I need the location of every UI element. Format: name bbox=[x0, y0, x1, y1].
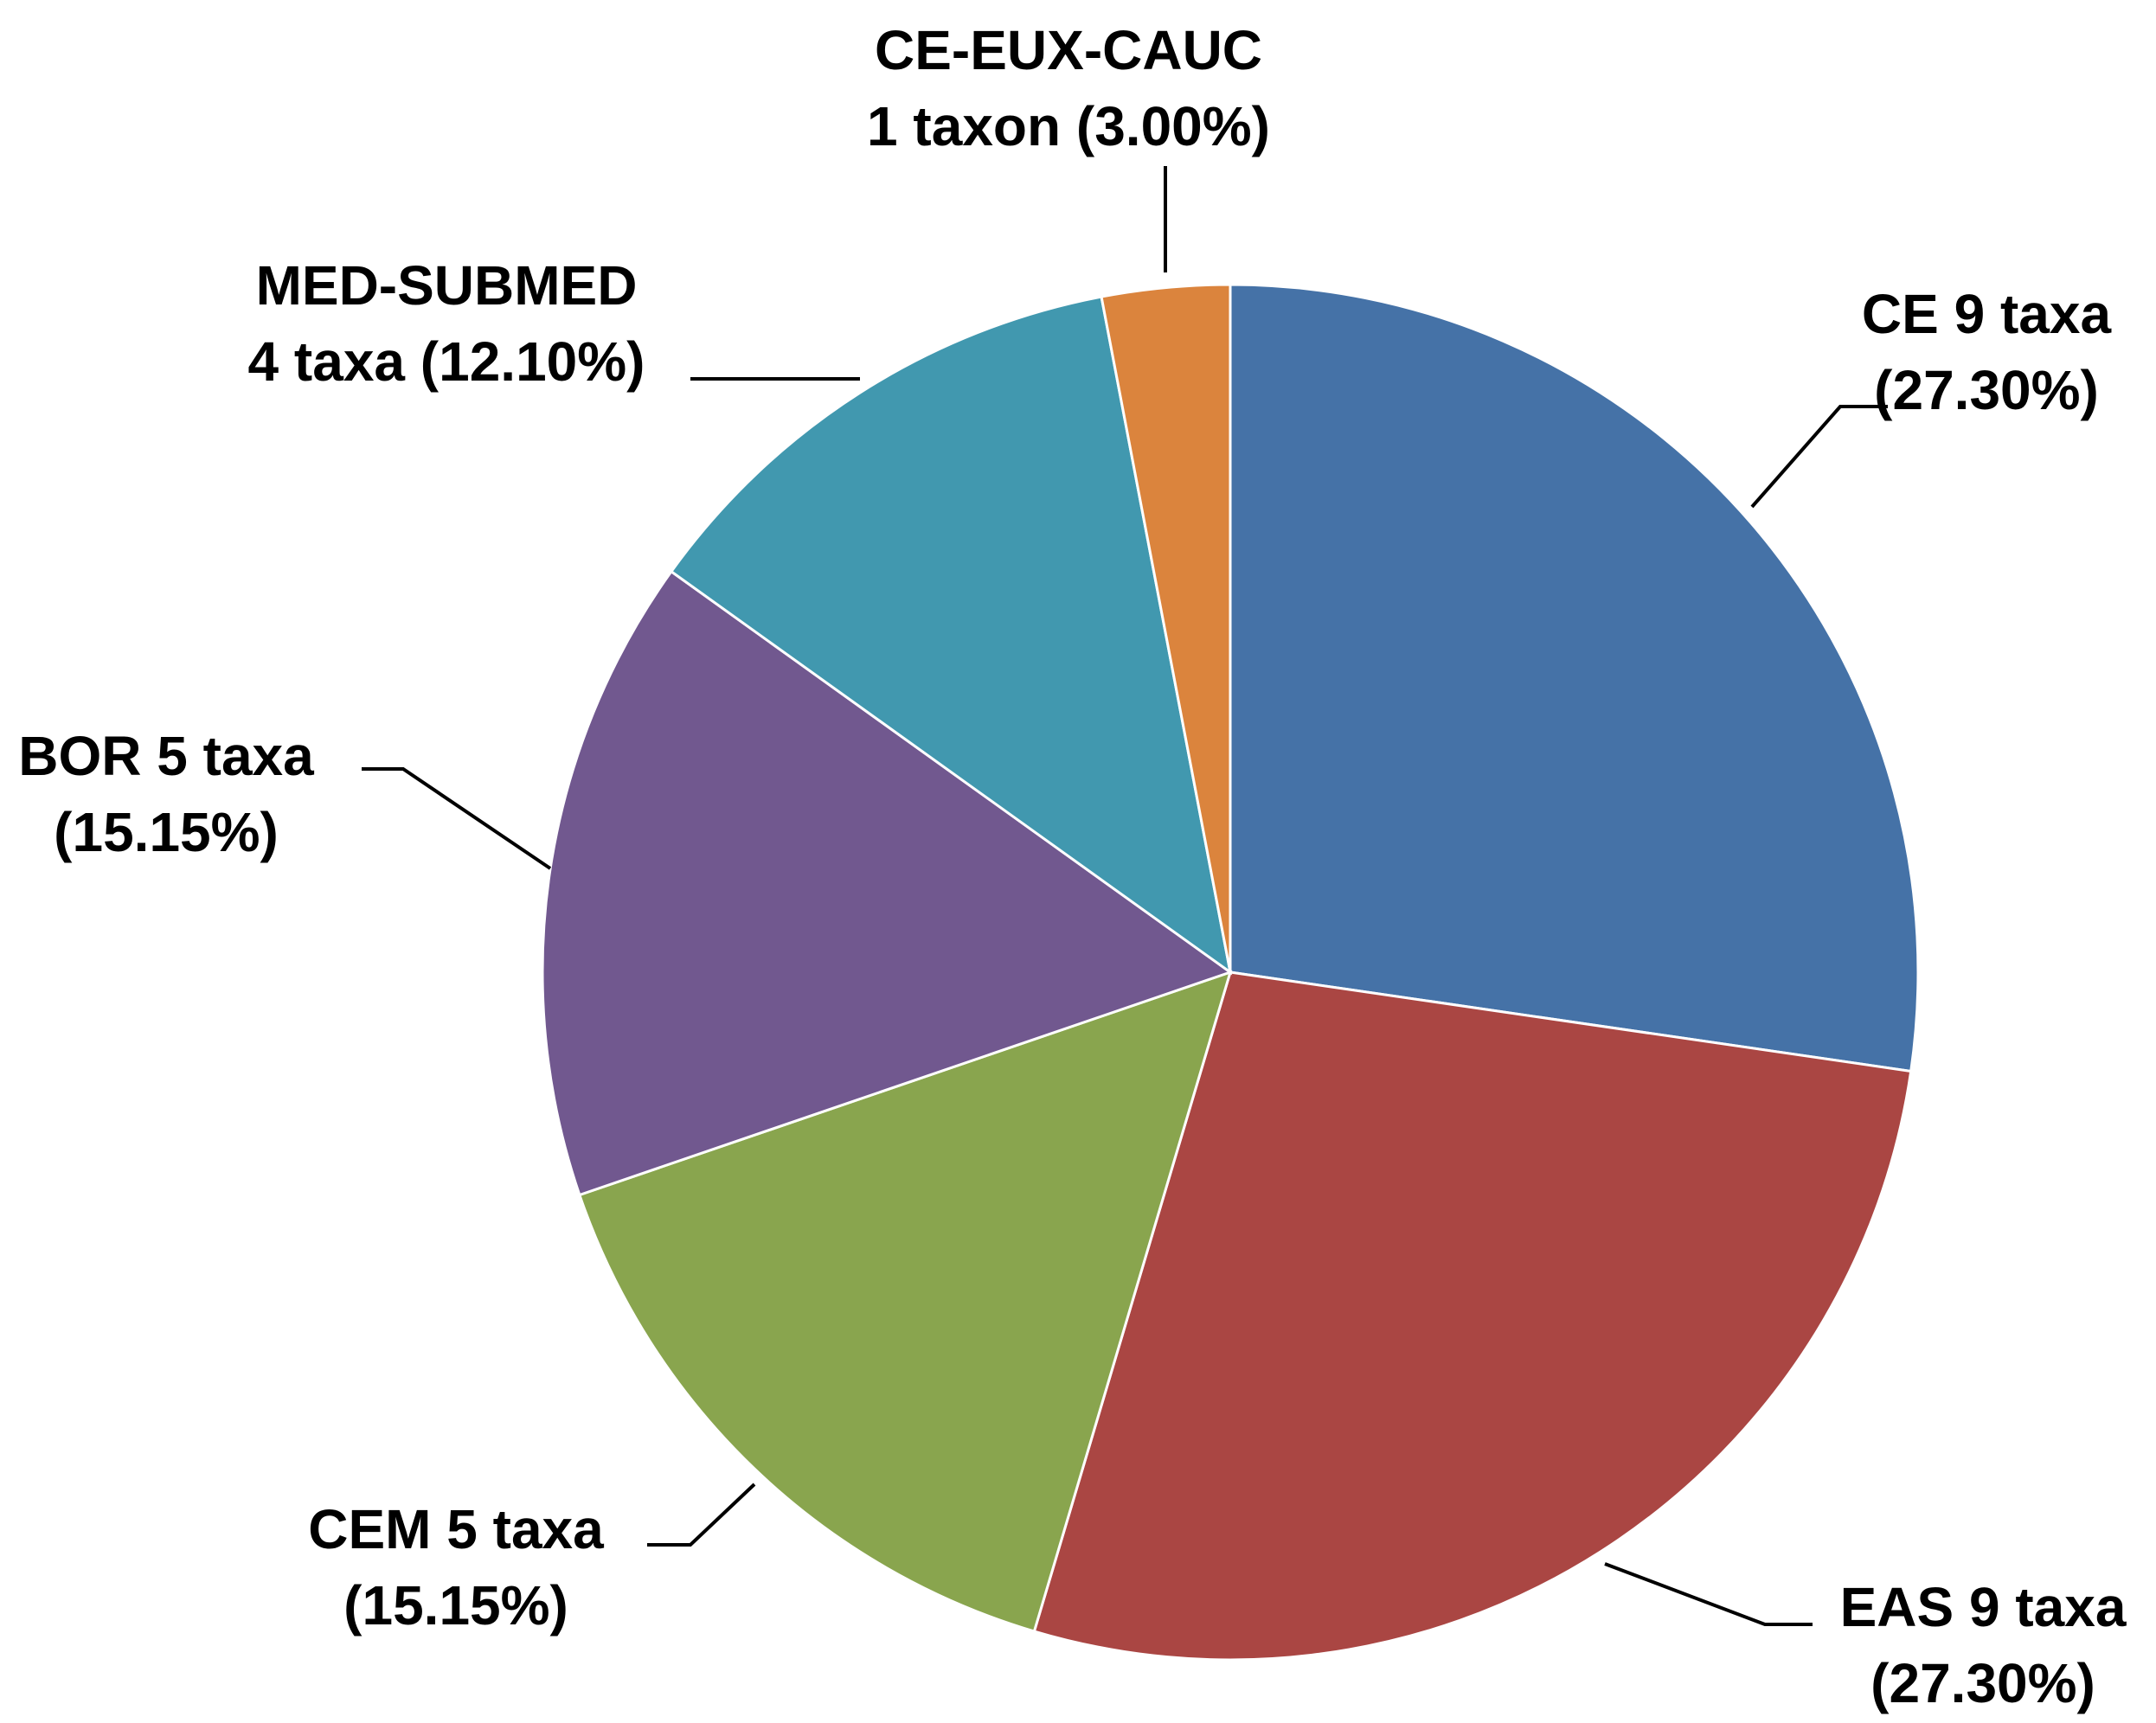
slice-label-eas-line1: EAS 9 taxa bbox=[1840, 1576, 2127, 1638]
slice-label-ce-line2: (27.30%) bbox=[1874, 359, 2099, 421]
leader-line-ce bbox=[1750, 405, 1888, 509]
pie-slices bbox=[541, 283, 1920, 1662]
pie-slice-cem bbox=[577, 970, 1233, 1633]
slice-label-cem-line1: CEM 5 taxa bbox=[308, 1498, 604, 1560]
slice-label-bor-line1: BOR 5 taxa bbox=[18, 725, 314, 787]
slice-label-ce-eux-cauc-line2: 1 taxon (3.00%) bbox=[867, 95, 1270, 157]
pie-slice-ce bbox=[1229, 283, 1920, 1073]
leader-line-eas bbox=[1604, 1562, 1813, 1626]
pie-slice-bor bbox=[541, 569, 1234, 1197]
slice-label-eas-line2: (27.30%) bbox=[1870, 1652, 2095, 1714]
leader-lines bbox=[362, 166, 1888, 1626]
leader-line-bor bbox=[362, 767, 552, 870]
slice-label-cem-line2: (15.15%) bbox=[343, 1574, 568, 1637]
slice-label-med-submed-line1: MED-SUBMED bbox=[256, 254, 638, 317]
slice-label-med-submed-line2: 4 taxa (12.10%) bbox=[248, 330, 645, 393]
slice-labels: CE 9 taxa (27.30%) EAS 9 taxa (27.30%) CEM 5… bbox=[18, 19, 2127, 1714]
slice-label-bor-line2: (15.15%) bbox=[54, 801, 279, 863]
pie-slice-ce-eux-cauc bbox=[1100, 283, 1232, 973]
pie-slice-med-submed bbox=[669, 295, 1233, 976]
slice-label-ce-eux-cauc-line1: CE-EUX-CAUC bbox=[875, 19, 1262, 81]
pie-slice-eas bbox=[1032, 970, 1913, 1662]
slice-label-ce-line1: CE 9 taxa bbox=[1862, 283, 2112, 345]
leader-line-cem bbox=[647, 1483, 756, 1547]
